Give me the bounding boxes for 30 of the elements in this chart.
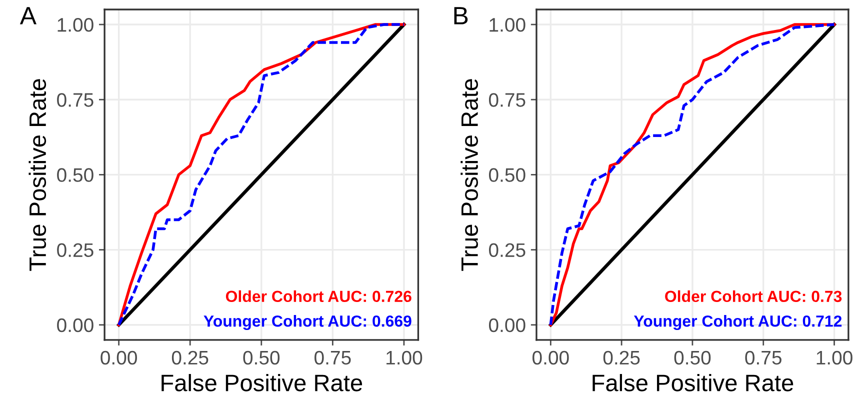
y-tick-label: 0.00: [57, 318, 94, 332]
y-tick-label: 0.25: [57, 243, 94, 258]
x-tick-label: 0.50: [674, 350, 711, 365]
y-tick-label: 0.00: [488, 318, 526, 332]
x-tick-label: 1.00: [816, 350, 852, 365]
x-tick-label: 1.00: [386, 350, 422, 365]
y-tick-label: 0.50: [488, 168, 526, 182]
x-tick-label: 0.75: [745, 350, 782, 365]
y-tick-label: 0.25: [488, 243, 526, 258]
x-tick-label: 0.75: [314, 350, 351, 365]
x-tick-label: 0.00: [100, 350, 137, 365]
y-axis-title: True Positive Rate: [460, 79, 478, 271]
y-tick-label: 0.75: [488, 93, 526, 107]
x-axis-title: False Positive Rate: [592, 374, 794, 392]
y-tick-label: 1.00: [58, 18, 94, 32]
x-tick-label: 0.25: [603, 350, 640, 365]
text: Younger Cohort AUC: 0.712: [634, 315, 842, 330]
x-tick-label: 0.25: [172, 350, 208, 365]
y-tick-label: 0.75: [57, 93, 94, 107]
text: Younger Cohort AUC: 0.669: [204, 315, 412, 330]
x-tick-label: 0.50: [243, 350, 280, 365]
chart-title: B: [454, 7, 468, 24]
x-axis-title: False Positive Rate: [162, 374, 362, 392]
text: Older Cohort AUC: 0.73: [665, 290, 842, 302]
y-axis-title: True Positive Rate: [28, 79, 46, 271]
y-tick-label: 0.50: [57, 168, 94, 182]
chart-title: A: [20, 7, 36, 24]
x-tick-label: 0.00: [532, 350, 569, 365]
text: Older Cohort AUC: 0.726: [226, 290, 412, 302]
y-tick-label: 1.00: [490, 18, 526, 32]
